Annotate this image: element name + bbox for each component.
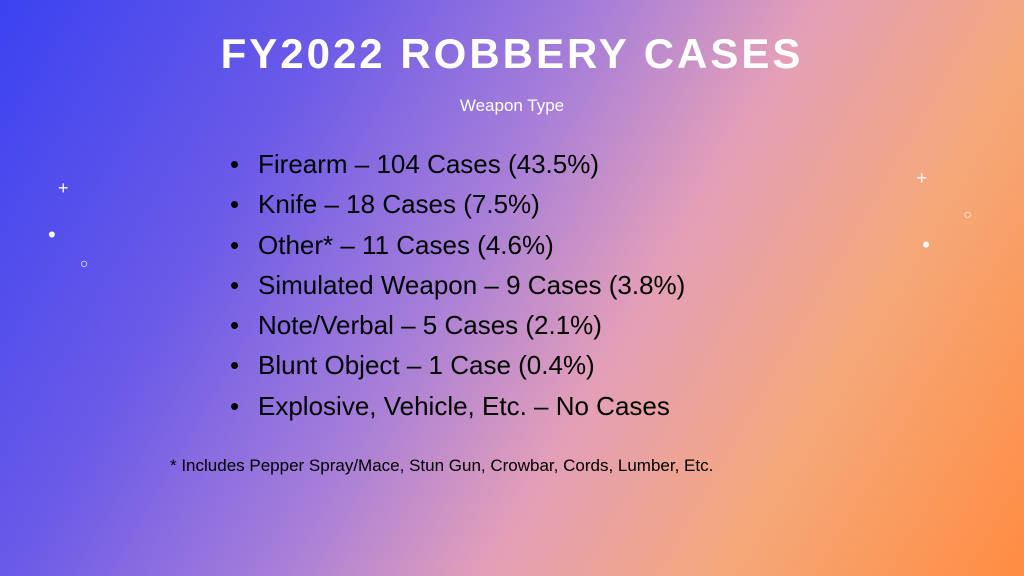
page-title: FY2022 ROBBERY CASES [60,30,964,78]
weapon-type-list: Firearm – 104 Cases (43.5%) Knife – 18 C… [230,144,964,426]
list-item: Other* – 11 Cases (4.6%) [230,225,964,265]
slide-content: FY2022 ROBBERY CASES Weapon Type Firearm… [0,0,1024,576]
list-item: Explosive, Vehicle, Etc. – No Cases [230,386,964,426]
list-item: Note/Verbal – 5 Cases (2.1%) [230,305,964,345]
list-item: Blunt Object – 1 Case (0.4%) [230,345,964,385]
footnote: * Includes Pepper Spray/Mace, Stun Gun, … [170,456,964,476]
list-item: Firearm – 104 Cases (43.5%) [230,144,964,184]
list-item: Simulated Weapon – 9 Cases (3.8%) [230,265,964,305]
subtitle: Weapon Type [60,96,964,116]
list-item: Knife – 18 Cases (7.5%) [230,184,964,224]
